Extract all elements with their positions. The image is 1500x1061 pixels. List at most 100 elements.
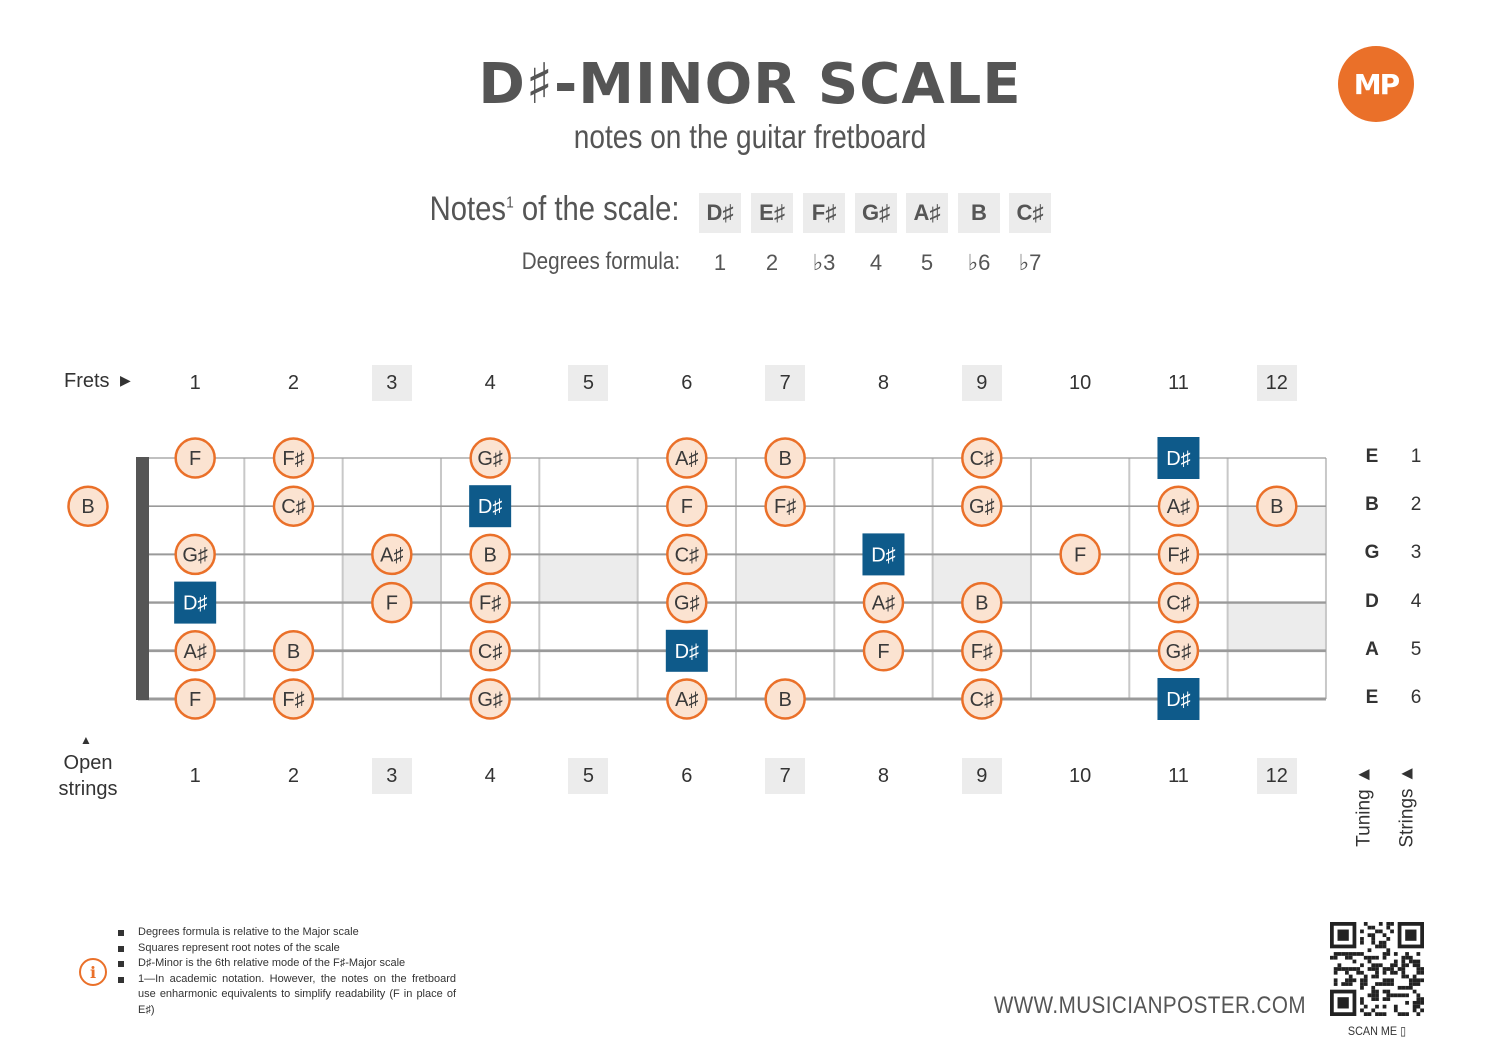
qr-module [1360,1008,1364,1013]
footnote-item: Degrees formula is relative to the Major… [118,925,456,941]
note-label: A♯ [183,641,206,663]
qr-module [1330,955,1334,960]
qr-module [1390,922,1394,926]
qr-module [1393,952,1398,956]
fret-number: 1 [189,371,201,394]
qr-module [1348,967,1353,971]
qr-module [1341,982,1346,986]
notes-of-scale-label: Notes1 of the scale: [430,190,680,229]
qr-module [1337,963,1342,968]
scale-degree: 2 [765,250,779,275]
tuning-vertical-label: Tuning ▲ [1353,765,1375,847]
note-label: C♯ [970,689,994,711]
brand-logo: MP [1338,46,1414,122]
qr-module [1363,978,1368,983]
qr-module [1416,970,1421,975]
qr-module [1378,944,1383,949]
root-note-marker [665,629,708,672]
note-label: F [386,593,398,615]
qr-module [1371,974,1376,979]
qr-module [1375,1012,1379,1016]
qr-module [1386,948,1391,953]
qr-module [1345,970,1349,975]
tuning-note: E [1365,687,1379,708]
qr-module [1412,1008,1417,1013]
qr-module [1352,967,1357,971]
footnote-item: Squares represent root notes of the scal… [118,941,456,957]
note-marker [469,581,511,624]
fret-number: 11 [1168,764,1189,787]
note-label: F♯ [479,593,501,615]
qr-module [1386,967,1391,971]
qr-module [1367,955,1372,960]
qr-module [1390,963,1394,968]
qr-module [1405,1012,1409,1016]
nut [136,457,149,700]
scale-degree: 5 [920,250,934,275]
qr-module [1397,985,1402,990]
info-icon: i [79,958,107,986]
scale-degree: ♭3 [812,250,836,275]
qr-module [1420,997,1424,1001]
note-label: G♯ [477,448,503,470]
note-label: D♯ [478,496,502,518]
root-note-marker [469,485,512,528]
fret-number: 12 [1256,758,1297,794]
notes-label-text: Notes [430,190,507,228]
qr-module [1382,978,1387,983]
note-label: A♯ [380,544,403,566]
string-number: 6 [1410,687,1422,708]
note-label: F♯ [282,689,304,711]
note-marker [272,678,315,720]
qr-module [1408,959,1413,964]
note-label: C♯ [281,496,305,518]
qr-module [1371,940,1376,945]
fret-number: 10 [1069,371,1092,394]
string-number: 1 [1410,446,1422,467]
qr-module [1360,982,1364,986]
root-note-marker [174,581,217,624]
qr-module [1405,1000,1409,1005]
note-marker [1059,533,1101,576]
qr-module [1375,970,1379,975]
qr-module [1382,940,1387,945]
fret-number: 12 [1256,365,1297,401]
qr-module [1405,985,1409,990]
qr-module [1367,933,1372,938]
scale-degree: 1 [713,250,727,275]
qr-module [1367,993,1372,998]
fret-number: 5 [568,758,609,794]
note-label: B [975,593,988,615]
qr-module [1352,959,1357,964]
qr-module [1375,955,1379,960]
qr-module [1360,985,1364,990]
qr-module [1363,982,1368,986]
qr-module [1416,952,1421,956]
note-marker [666,678,708,720]
qr-module [1401,955,1406,960]
strings-label: Strings [1396,788,1418,848]
qr-module [1405,974,1409,979]
qr-module [1360,970,1364,975]
qr-module [1341,952,1346,956]
qr-module [1401,970,1406,975]
qr-module [1375,974,1379,979]
note-marker [961,485,1003,527]
scale-note: A♯ [906,193,948,233]
tuning-note: E [1365,446,1379,467]
tuning-note: G [1364,542,1380,564]
note-marker [862,630,905,672]
qr-module [1390,929,1394,934]
scale-degree: ♭7 [1018,250,1042,275]
note-marker [1157,533,1200,576]
qr-module [1360,997,1364,1001]
qr-module [1386,952,1391,956]
note-label: B [1270,496,1283,518]
qr-module [1386,997,1391,1001]
string-number: 3 [1410,542,1422,564]
qr-module [1371,985,1376,990]
qr-module [1382,1012,1387,1016]
website-link[interactable]: WWW.MUSICIANPOSTER.COM [993,992,1306,1019]
qr-module [1397,993,1402,998]
fret-number: 7 [765,365,806,401]
